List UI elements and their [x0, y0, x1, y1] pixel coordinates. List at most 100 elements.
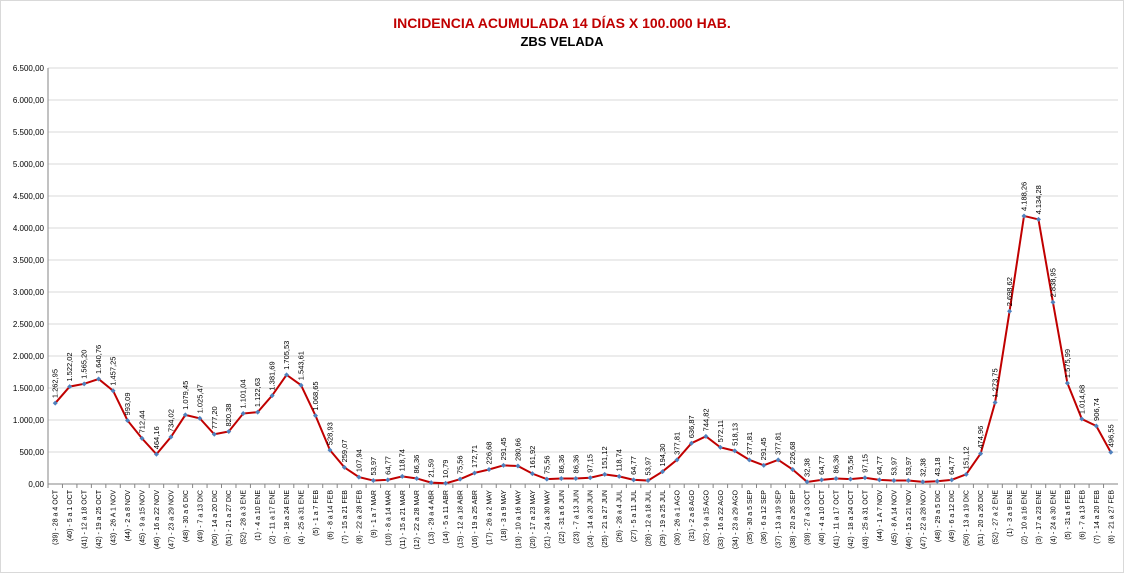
value-label: 64,77	[629, 456, 638, 475]
x-tick-label: (44) - 2 a 8 NOV	[125, 490, 132, 542]
x-tick-label: (46) - 15 a 21 NOV	[906, 490, 913, 549]
marker	[660, 469, 666, 475]
marker	[1064, 380, 1070, 386]
value-label: 1.079,45	[181, 381, 190, 410]
x-tick-label: (23) - 7 a 13 JUN	[573, 490, 580, 544]
marker	[790, 466, 796, 472]
x-tick-label: (33) - 16 a 22 AGO	[718, 489, 725, 549]
x-tick-label: (3) - 17 a 23 ENE	[1036, 490, 1043, 545]
x-tick-label: (31) - 2 a 8 AGO	[689, 489, 696, 541]
x-tick-label: (8) - 22 a 28 FEB	[356, 490, 363, 544]
marker	[182, 412, 188, 418]
value-label: 97,15	[860, 454, 869, 473]
marker	[1079, 416, 1085, 422]
marker	[746, 457, 752, 463]
x-tick-label: (7) - 15 a 21 FEB	[342, 490, 349, 544]
marker	[327, 447, 333, 453]
value-label: 75,56	[846, 455, 855, 474]
marker	[472, 470, 478, 476]
marker	[544, 476, 550, 482]
marker	[284, 372, 290, 378]
marker	[399, 473, 405, 479]
marker	[255, 409, 261, 415]
x-tick-label: (52) - 27 a 2 ENE	[993, 490, 1000, 545]
x-tick-label: (10) - 8 a 14 MAR	[385, 490, 392, 546]
value-label: 64,77	[875, 456, 884, 475]
value-label: 161,92	[528, 446, 537, 469]
x-tick-label: (32) - 9 a 15 AGO	[703, 489, 710, 545]
marker	[688, 440, 694, 446]
y-tick-label: 500,00	[20, 448, 45, 457]
value-label: 1.381,69	[268, 361, 277, 390]
value-label: 86,36	[832, 455, 841, 474]
marker	[1035, 216, 1041, 222]
value-label: 1.014,68	[1077, 385, 1086, 414]
marker	[631, 477, 637, 483]
marker	[949, 477, 955, 483]
marker	[414, 475, 420, 481]
value-label: 151,12	[962, 446, 971, 469]
marker	[385, 477, 391, 483]
value-label: 151,12	[600, 446, 609, 469]
marker	[428, 480, 434, 486]
x-tick-label: (41) - 12 a 18 OCT	[82, 489, 89, 548]
value-label: 1.025,47	[195, 384, 204, 413]
value-label: 53,97	[644, 457, 653, 476]
marker	[139, 435, 145, 441]
value-label: 2.698,62	[1005, 277, 1014, 306]
value-label: 712,44	[137, 410, 146, 433]
value-label: 97,15	[586, 454, 595, 473]
value-label: 1.640,76	[94, 345, 103, 374]
value-label: 993,09	[123, 392, 132, 415]
x-tick-label: (47) - 23 a 29 NOV	[168, 490, 175, 549]
marker	[819, 477, 825, 483]
value-label: 734,02	[166, 409, 175, 432]
marker	[934, 478, 940, 484]
marker	[81, 381, 87, 387]
value-label: 64,77	[383, 456, 392, 475]
value-label: 118,74	[615, 449, 624, 471]
value-label: 1.262,95	[51, 369, 60, 398]
y-tick-label: 1.000,00	[13, 416, 45, 425]
value-label: 194,30	[658, 444, 667, 467]
x-tick-label: (2) - 10 a 16 ENE	[1022, 490, 1029, 545]
x-tick-label: (36) - 6 a 12 SEP	[761, 490, 768, 544]
x-tick-label: (39) - 28 a 4 OCT	[53, 489, 60, 545]
marker	[645, 478, 651, 484]
x-tick-label: (28) - 12 a 18 JUL	[646, 490, 653, 547]
x-tick-label: (47) - 22 a 28 NOV	[920, 490, 927, 549]
value-label: 1.543,61	[297, 351, 306, 380]
x-tick-label: (45) - 9 a 15 NOV	[139, 490, 146, 546]
x-tick-label: (45) - 8 A 14 NOV	[891, 490, 898, 546]
x-tick-label: (13) - 29 a 4 ABR	[429, 490, 436, 544]
y-tick-label: 2.500,00	[13, 320, 45, 329]
value-label: 528,93	[325, 422, 334, 445]
x-tick-label: (11) - 15 a 21 MAR	[400, 490, 407, 549]
x-tick-label: (35) - 30 a 5 SEP	[747, 490, 754, 544]
marker	[587, 475, 593, 481]
value-label: 118,74	[398, 449, 407, 471]
marker	[168, 434, 174, 440]
x-tick-label: (24) - 14 a 20 JUN	[588, 490, 595, 548]
value-label: 777,20	[210, 406, 219, 429]
x-tick-label: (22) - 31 a 6 JUN	[559, 490, 566, 544]
marker	[313, 413, 318, 419]
marker	[1021, 213, 1027, 219]
value-label: 906,74	[1092, 398, 1101, 421]
marker	[67, 384, 73, 390]
x-tick-label: (46) - 16 a 22 NOV	[154, 490, 161, 549]
x-tick-label: (18) - 3 a 9 MAY	[501, 490, 508, 541]
x-tick-label: (43) - 25 a 31 OCT	[862, 489, 869, 548]
marker	[486, 466, 492, 472]
value-label: 259,07	[340, 439, 349, 462]
value-label: 474,96	[976, 426, 985, 449]
marker	[616, 473, 622, 479]
marker	[674, 457, 680, 463]
x-tick-label: (26) - 28 a 4 JUL	[617, 490, 624, 543]
x-tick-label: (5) - 31 a 6 FEB	[1065, 490, 1072, 540]
x-tick-label: (48) - 30 a 6 DIC	[183, 490, 190, 542]
marker	[1093, 423, 1099, 429]
value-label: 291,45	[499, 437, 508, 460]
y-tick-label: 5.000,00	[13, 160, 45, 169]
